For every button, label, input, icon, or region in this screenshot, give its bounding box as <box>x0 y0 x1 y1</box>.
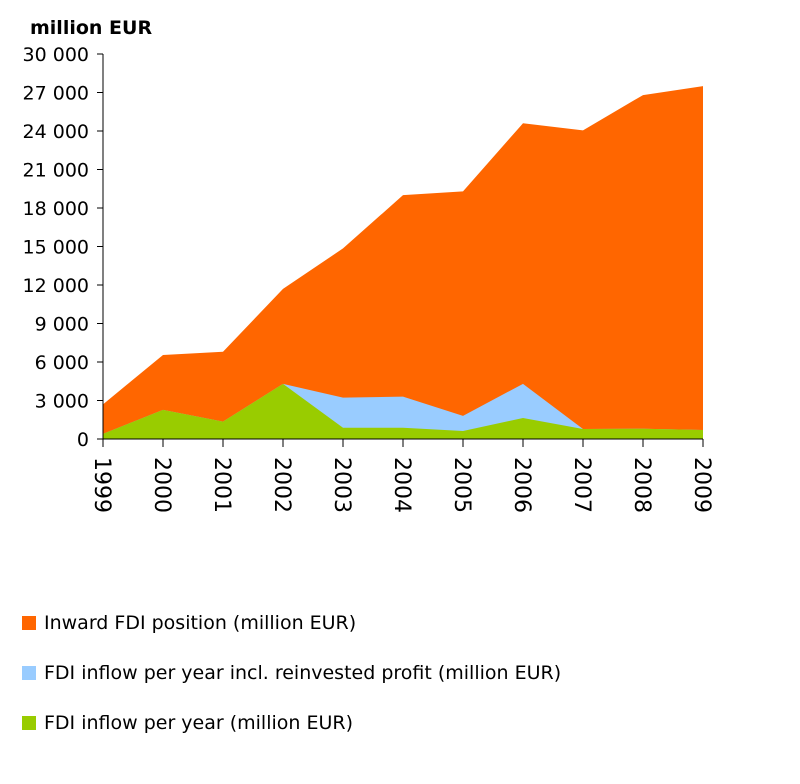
y-tick-label: 9 000 <box>35 314 89 336</box>
legend-item: FDI inflow per year incl. reinvested pro… <box>22 662 561 684</box>
y-tick-label: 30 000 <box>23 44 89 66</box>
y-tick-label: 21 000 <box>23 160 89 182</box>
y-tick-label: 12 000 <box>23 275 89 297</box>
x-tick-label: 2008 <box>629 457 654 513</box>
legend-item: Inward FDI position (million EUR) <box>22 612 356 634</box>
x-tick-label: 2009 <box>689 457 714 513</box>
y-tick-label: 15 000 <box>23 237 89 259</box>
area-series-0 <box>103 86 703 439</box>
legend-item: FDI inflow per year (million EUR) <box>22 712 353 734</box>
x-tick-label: 2003 <box>329 457 354 513</box>
y-tick-label: 18 000 <box>23 198 89 220</box>
y-tick-label: 27 000 <box>23 83 89 105</box>
x-tick-label: 2007 <box>569 457 594 513</box>
legend-label: FDI inflow per year (million EUR) <box>44 712 353 734</box>
legend-label: Inward FDI position (million EUR) <box>44 612 357 634</box>
y-tick-label: 6 000 <box>35 352 89 374</box>
y-axis-unit-label: million EUR <box>30 17 152 39</box>
area-series-2 <box>103 383 703 439</box>
x-tick-label: 2004 <box>389 457 414 513</box>
y-tick-label: 3 000 <box>35 391 89 413</box>
x-tick-label: 2000 <box>149 457 174 513</box>
x-tick-label: 2006 <box>509 457 534 513</box>
y-tick-label: 0 <box>77 429 89 451</box>
x-tick-label: 2002 <box>269 457 294 513</box>
legend-label: FDI inflow per year incl. reinvested pro… <box>44 662 562 684</box>
fdi-area-chart: million EUR 0 3 000 6 000 9 000 12 000 15 000… <box>23 17 714 513</box>
legend-swatch <box>22 716 36 730</box>
x-tick-label: 2005 <box>449 457 474 513</box>
legend-swatch <box>22 616 36 630</box>
legend-swatch <box>22 666 36 680</box>
x-tick-label: 2001 <box>209 457 234 513</box>
x-tick-label: 1999 <box>89 457 114 513</box>
y-tick-label: 24 000 <box>23 121 89 143</box>
